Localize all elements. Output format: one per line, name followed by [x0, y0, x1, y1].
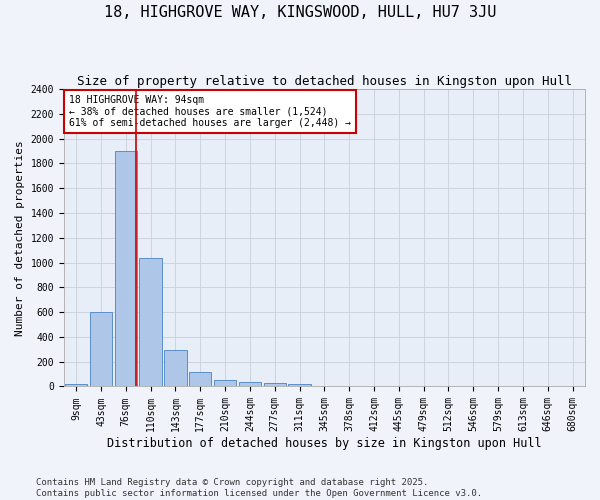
Bar — [263, 384, 286, 386]
Bar — [139, 258, 162, 386]
Bar — [164, 350, 187, 387]
Bar — [289, 384, 311, 386]
Y-axis label: Number of detached properties: Number of detached properties — [15, 140, 25, 336]
Bar — [239, 382, 261, 386]
Text: Contains HM Land Registry data © Crown copyright and database right 2025.
Contai: Contains HM Land Registry data © Crown c… — [36, 478, 482, 498]
X-axis label: Distribution of detached houses by size in Kingston upon Hull: Distribution of detached houses by size … — [107, 437, 542, 450]
Bar — [115, 151, 137, 386]
Title: Size of property relative to detached houses in Kingston upon Hull: Size of property relative to detached ho… — [77, 75, 572, 88]
Bar — [189, 372, 211, 386]
Bar — [214, 380, 236, 386]
Text: 18, HIGHGROVE WAY, KINGSWOOD, HULL, HU7 3JU: 18, HIGHGROVE WAY, KINGSWOOD, HULL, HU7 … — [104, 5, 496, 20]
Text: 18 HIGHGROVE WAY: 94sqm
← 38% of detached houses are smaller (1,524)
61% of semi: 18 HIGHGROVE WAY: 94sqm ← 38% of detache… — [69, 95, 351, 128]
Bar — [65, 384, 88, 386]
Bar — [90, 312, 112, 386]
